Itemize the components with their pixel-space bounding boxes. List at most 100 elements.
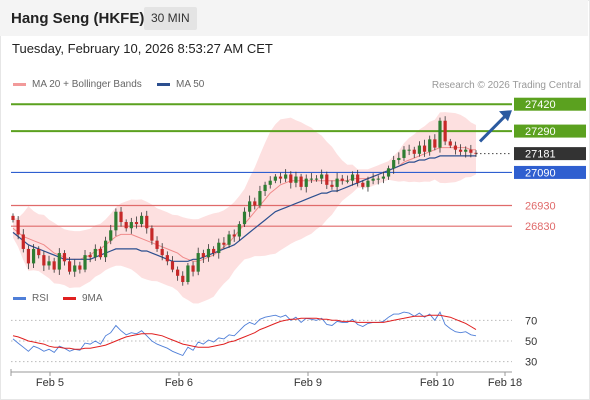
instrument-title: Hang Seng (HKFE) [11, 10, 145, 27]
x-tick-label-2: Feb 9 [294, 377, 322, 389]
candle-body-17 [98, 248, 103, 258]
candle-body-66 [350, 174, 355, 181]
candle-body-3 [26, 248, 31, 264]
candle-body-47 [253, 201, 257, 206]
candle-body-25 [140, 215, 144, 225]
candle-body-86 [453, 145, 458, 150]
candle-body-43 [232, 234, 236, 237]
candle-body-24 [134, 222, 139, 225]
candle-body-42 [227, 234, 231, 245]
candle-body-5 [37, 248, 41, 256]
candle-body-36 [196, 253, 200, 272]
candle-body-57 [304, 178, 308, 187]
rsi-tick-50: 50 [525, 336, 537, 348]
candle-body-53 [284, 174, 288, 179]
candle-body-21 [119, 211, 123, 223]
candle-body-63 [335, 178, 339, 187]
candle-body-27 [150, 228, 154, 241]
candle-body-74 [392, 160, 396, 169]
legend-9ma: 9MA [63, 293, 103, 304]
chart-header: Hang Seng (HKFE) 30 MIN [0, 0, 588, 36]
candle-body-72 [381, 176, 385, 179]
price-tag-27420-box [514, 97, 586, 111]
candle-body-71 [376, 178, 380, 180]
candle-body-52 [278, 176, 283, 179]
candle-body-60 [320, 174, 324, 179]
candle-body-55 [294, 176, 298, 183]
legend-swatch-rsi [13, 296, 26, 300]
candle-body-54 [289, 174, 293, 183]
rsi-tick-70: 70 [525, 315, 537, 327]
candle-body-19 [109, 230, 113, 241]
candle-body-65 [345, 180, 349, 182]
candle-body-85 [448, 141, 452, 146]
legend-swatch-ma50 [157, 82, 170, 86]
candle-body-6 [42, 255, 46, 266]
candle-body-61 [325, 174, 329, 185]
candle-body-41 [222, 242, 226, 245]
legend-ma20: MA 20 + Bollinger Bands [13, 79, 142, 90]
candle-body-67 [356, 174, 360, 183]
candle-body-62 [330, 184, 334, 187]
candle-body-8 [52, 261, 56, 270]
x-tick-label-3: Feb 10 [420, 377, 454, 389]
candle-body-4 [31, 248, 36, 264]
candle-body-1 [16, 219, 20, 235]
price-tag-last-box [514, 147, 586, 161]
candle-body-20 [114, 211, 118, 231]
price-tag-last: 27181 [525, 149, 556, 161]
x-tick-label-1: Feb 6 [165, 377, 193, 389]
candle-body-22 [124, 222, 128, 229]
candle-body-82 [433, 139, 437, 148]
price-tag-27420: 27420 [525, 99, 556, 111]
candle-body-80 [422, 145, 427, 152]
candle-body-14 [83, 255, 87, 270]
candle-body-18 [104, 240, 108, 258]
candle-body-78 [412, 149, 416, 154]
candle-body-28 [155, 240, 159, 249]
candle-body-79 [417, 145, 422, 154]
candle-body-70 [371, 178, 375, 181]
candle-body-58 [309, 178, 313, 180]
candle-body-15 [88, 255, 92, 258]
candle-body-56 [299, 176, 303, 187]
rsi-9ma-line [12, 314, 477, 350]
legend-swatch-9ma [63, 296, 76, 300]
legend-label-rsi: RSI [32, 293, 49, 304]
legend-label-9ma: 9MA [82, 293, 103, 304]
candle-body-46 [248, 201, 252, 212]
interval-badge[interactable]: 30 MIN [144, 7, 197, 30]
candle-body-38 [206, 248, 211, 258]
candle-body-44 [237, 224, 241, 237]
candle-body-81 [428, 139, 432, 152]
candle-body-31 [170, 261, 175, 270]
candle-body-51 [273, 176, 277, 181]
legend-swatch-ma20 [13, 82, 26, 86]
candle-body-13 [78, 265, 82, 270]
price-tag-27290-box [514, 124, 586, 138]
candle-body-49 [263, 184, 267, 192]
candle-body-40 [217, 242, 221, 254]
candle-body-64 [340, 178, 344, 181]
legend-rsi: RSI [13, 293, 49, 304]
candle-body-69 [366, 180, 370, 187]
legend-ma50: MA 50 [157, 79, 204, 90]
candle-body-35 [191, 265, 195, 272]
candle-body-59 [314, 178, 319, 180]
price-tag-27290: 27290 [525, 126, 556, 138]
candle-body-12 [73, 265, 77, 272]
candle-body-88 [464, 149, 468, 152]
legend-label-ma20: MA 20 + Bollinger Bands [32, 79, 142, 90]
price-tag-27090-box [514, 165, 586, 179]
candle-body-48 [258, 191, 262, 206]
price-tag-26930: 26930 [525, 201, 556, 213]
legend-label-ma50: MA 50 [176, 79, 205, 90]
candle-body-84 [443, 120, 447, 142]
candle-body-2 [21, 234, 25, 249]
candle-body-37 [201, 253, 205, 258]
rsi-tick-30: 30 [525, 357, 537, 369]
x-tick-label-0: Feb 5 [36, 377, 64, 389]
candle-body-32 [176, 269, 180, 276]
candle-body-16 [93, 248, 97, 258]
candle-body-34 [186, 265, 190, 282]
